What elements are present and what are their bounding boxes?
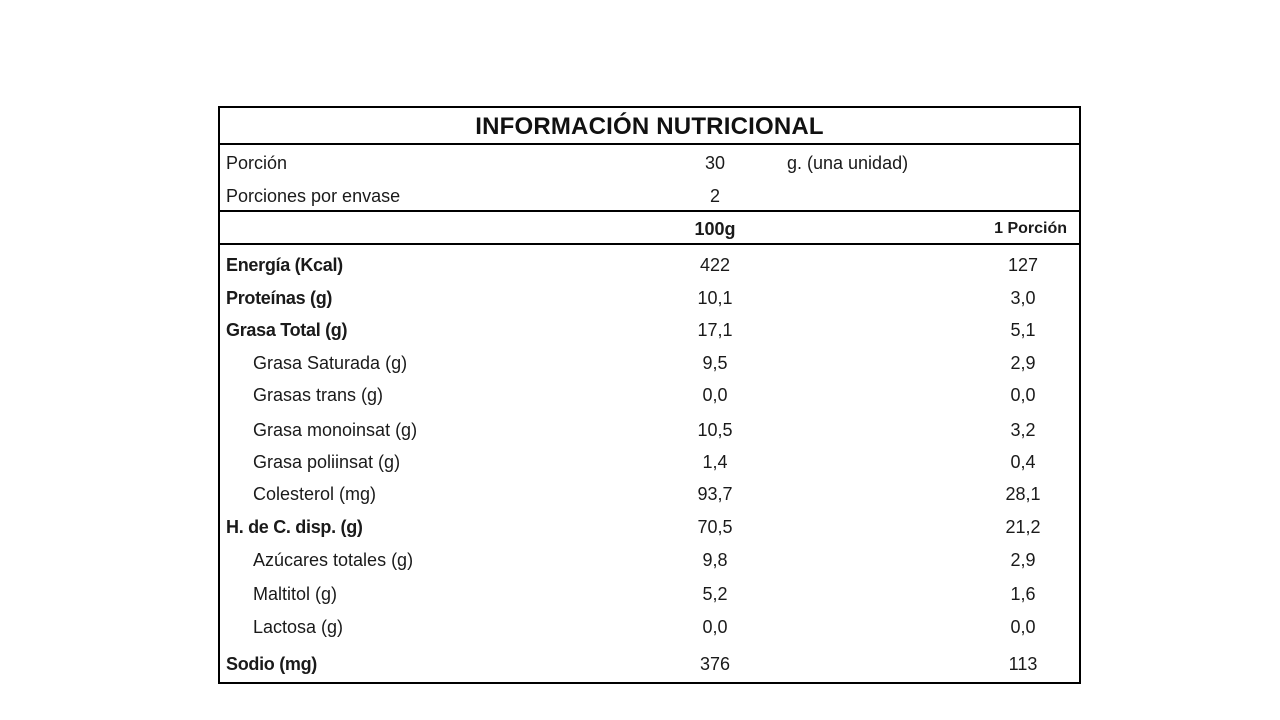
header-divider — [220, 243, 1079, 245]
column-header-per-serving: 1 Porción — [994, 220, 1067, 237]
serving-unit: g. (una unidad) — [787, 153, 909, 173]
nutrient-name: Proteínas (g) — [226, 288, 333, 308]
nutrient-name: Grasa poliinsat (g) — [253, 452, 401, 472]
table-title: INFORMACIÓN NUTRICIONAL — [475, 113, 824, 140]
nutrient-name: Energía (Kcal) — [226, 255, 343, 275]
nutrient-name: H. de C. disp. (g) — [226, 517, 363, 537]
nutrient-name: Grasa monoinsat (g) — [253, 420, 418, 440]
nutrient-name: Grasa Saturada (g) — [253, 353, 408, 373]
serving-divider — [220, 210, 1079, 212]
nutrient-name: Colesterol (mg) — [253, 484, 377, 504]
servings-per-container-label: Porciones por envase — [226, 186, 401, 206]
nutrient-name: Grasa Total (g) — [226, 320, 348, 340]
nutrition-facts-table: INFORMACIÓN NUTRICIONAL Porción 30 g. (u… — [218, 106, 1081, 684]
nutrient-name: Azúcares totales (g) — [253, 550, 414, 570]
serving-label: Porción — [226, 153, 288, 173]
nutrient-name: Maltitol (g) — [253, 584, 338, 604]
nutrient-name: Grasas trans (g) — [253, 385, 384, 405]
nutrient-name: Lactosa (g) — [253, 617, 344, 637]
title-divider — [220, 143, 1079, 145]
nutrient-name: Sodio (mg) — [226, 654, 317, 674]
